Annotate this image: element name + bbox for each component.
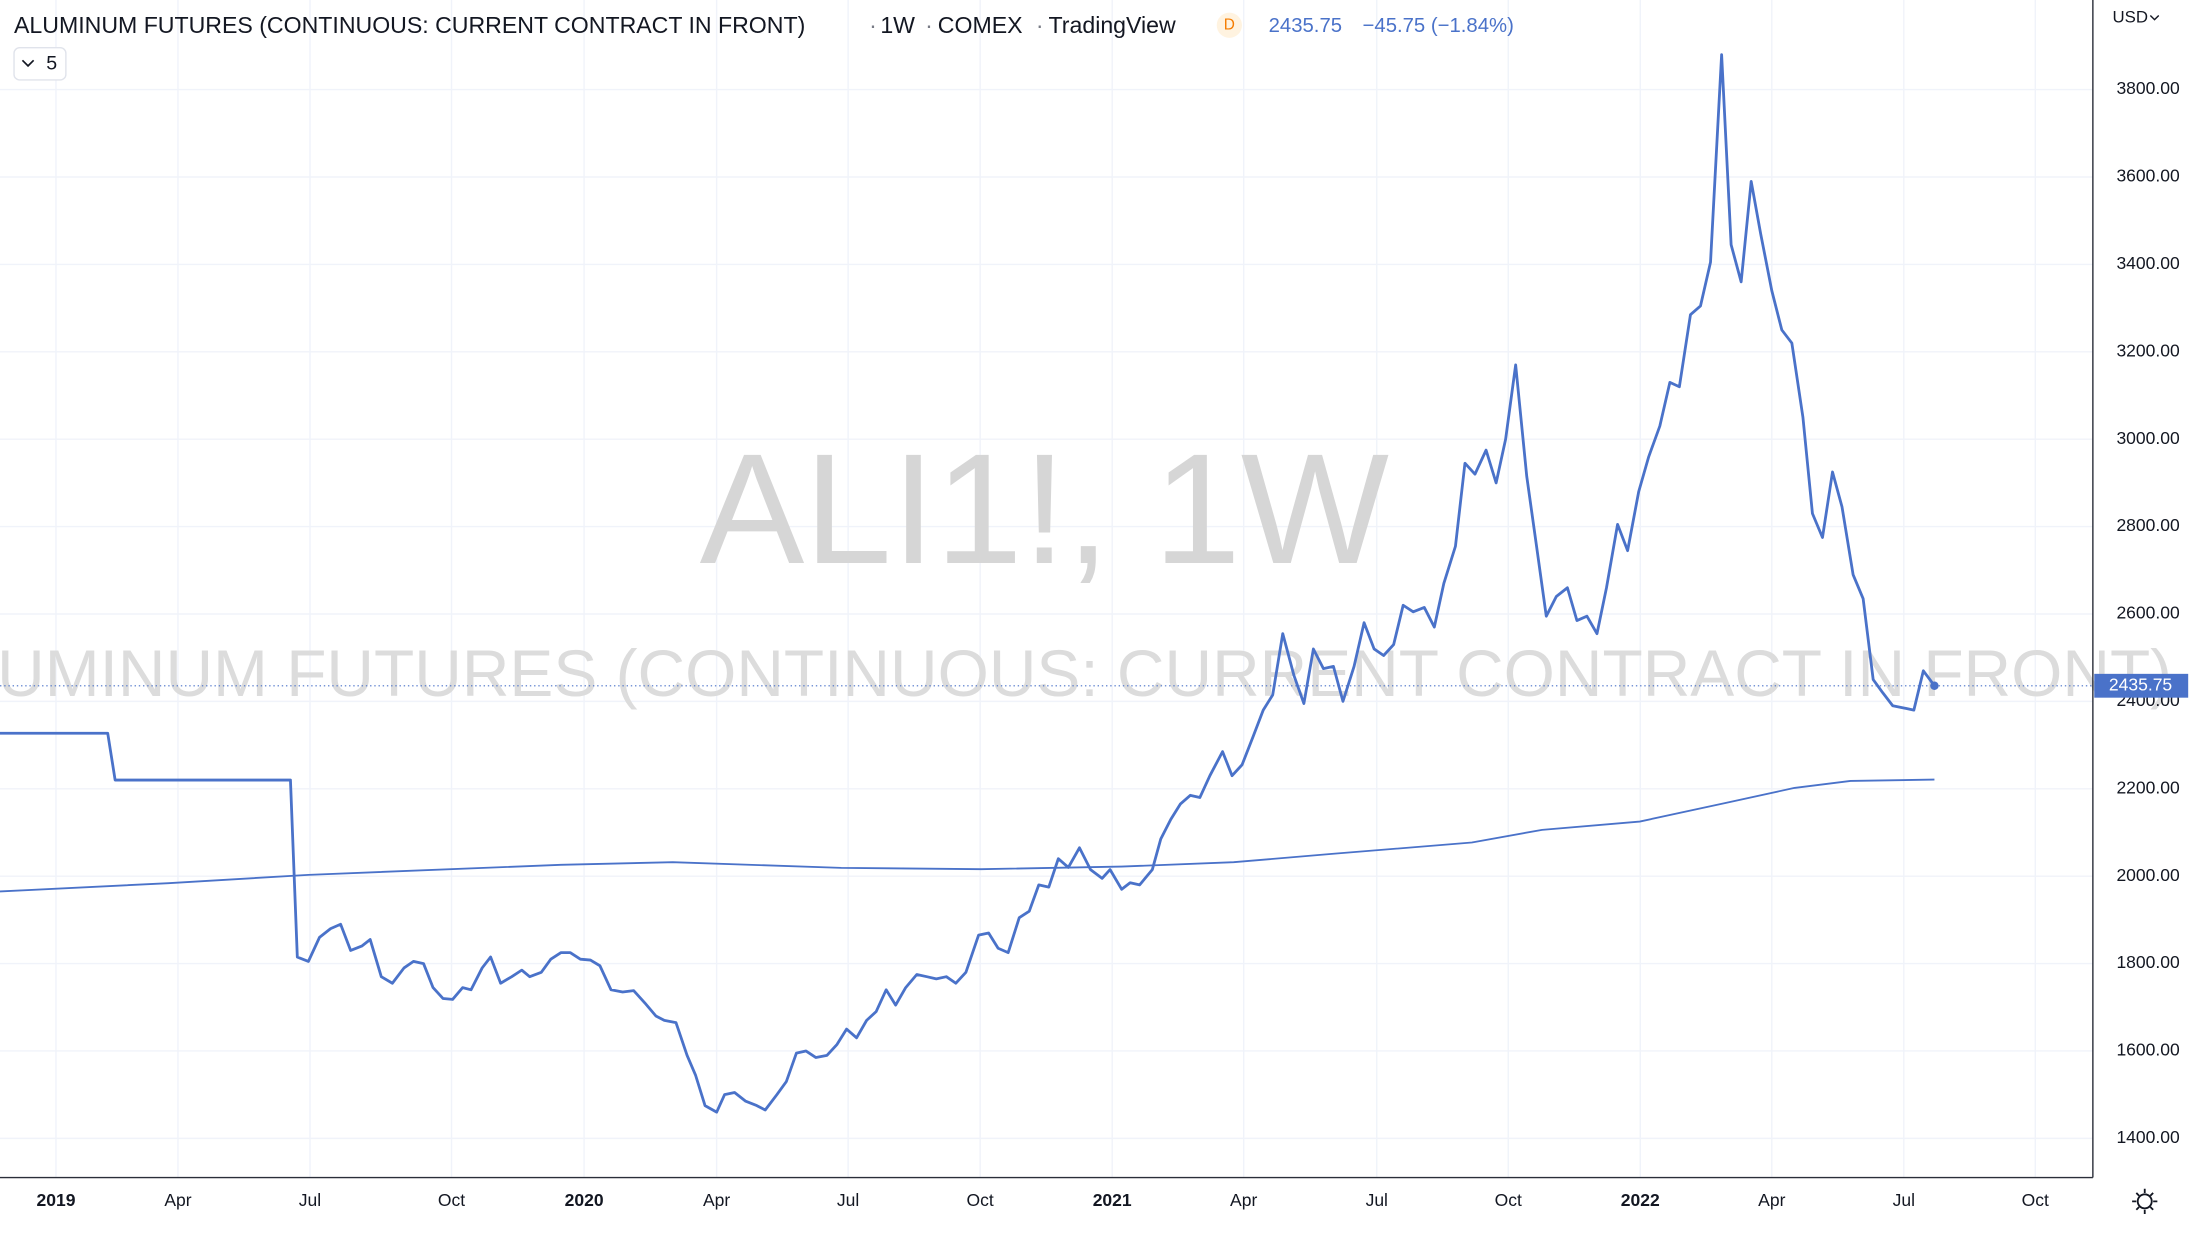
separator: · <box>925 12 933 38</box>
toggle-box <box>13 46 67 81</box>
x-tick-label: 2021 <box>1093 1190 1132 1210</box>
x-tick-label: Jul <box>299 1190 321 1210</box>
x-tick-label: Apr <box>1758 1190 1785 1210</box>
x-tick-label: Oct <box>438 1190 465 1210</box>
x-tick-label: Apr <box>164 1190 191 1210</box>
y-tick-label: 3400.00 <box>2116 253 2180 273</box>
x-tick-label: Apr <box>703 1190 730 1210</box>
separator: · <box>869 12 877 38</box>
series-line <box>0 778 1935 893</box>
last-point <box>1930 681 1939 690</box>
currency-selector[interactable]: USD <box>2112 8 2160 27</box>
gear-icon <box>2136 1193 2153 1210</box>
indicator-count: 5 <box>46 53 57 75</box>
series-line <box>0 53 1936 1114</box>
watermark-title: ALUMINUM FUTURES (CONTINUOUS: CURRENT CO… <box>0 636 2172 710</box>
badge-bg <box>1216 12 1242 38</box>
y-tick-label: 1800.00 <box>2116 952 2180 972</box>
plot <box>0 53 2093 1114</box>
x-tick-label: Jul <box>1893 1190 1915 1210</box>
y-tick-label: 1600.00 <box>2116 1040 2180 1060</box>
delay-badge[interactable]: D <box>1224 16 1235 33</box>
watermark-symbol: ALI1!, 1W <box>700 422 1389 597</box>
chevron <box>2149 14 2160 21</box>
settings-button[interactable] <box>2132 1188 2158 1214</box>
x-tick-label: 2019 <box>36 1190 75 1210</box>
y-tick-label: 2200.00 <box>2116 777 2180 797</box>
y-tick-label: 3800.00 <box>2116 78 2180 98</box>
price-label: 2435.75 <box>2109 674 2172 694</box>
gear-spokes <box>2132 1188 2158 1214</box>
x-tick-label: Apr <box>1230 1190 1257 1210</box>
y-tick-label: 2600.00 <box>2116 603 2180 623</box>
interval: 1W <box>880 12 915 38</box>
chevron <box>21 59 35 68</box>
exchange: COMEX <box>938 12 1023 38</box>
x-tick-label: Jul <box>837 1190 859 1210</box>
x-tick-label: Oct <box>1495 1190 1522 1210</box>
currency: USD <box>2112 8 2148 27</box>
separator: · <box>1036 12 1044 38</box>
axes: 1400.001600.001800.002000.002200.002400.… <box>36 78 2189 1210</box>
indicator-toggle[interactable]: 5 <box>13 46 67 81</box>
y-tick-label: 3200.00 <box>2116 340 2180 360</box>
y-tick-label: 2000.00 <box>2116 865 2180 885</box>
x-tick-label: Oct <box>967 1190 994 1210</box>
x-tick-label: 2022 <box>1621 1190 1660 1210</box>
x-tick-label: Jul <box>1366 1190 1388 1210</box>
x-tick-label: Oct <box>2022 1190 2049 1210</box>
y-tick-label: 1400.00 <box>2116 1127 2180 1147</box>
last-price: 2435.75 <box>1269 15 1342 37</box>
symbol-title: ALUMINUM FUTURES (CONTINUOUS: CURRENT CO… <box>14 12 805 38</box>
price-label-bg <box>2094 673 2189 698</box>
x-tick-label: 2020 <box>565 1190 604 1210</box>
y-tick-label: 3600.00 <box>2116 166 2180 186</box>
y-tick-label: 3000.00 <box>2116 428 2180 448</box>
y-tick-label: 2800.00 <box>2116 515 2180 535</box>
source: TradingView <box>1049 12 1176 38</box>
price-change: −45.75 (−1.84%) <box>1363 15 1514 37</box>
